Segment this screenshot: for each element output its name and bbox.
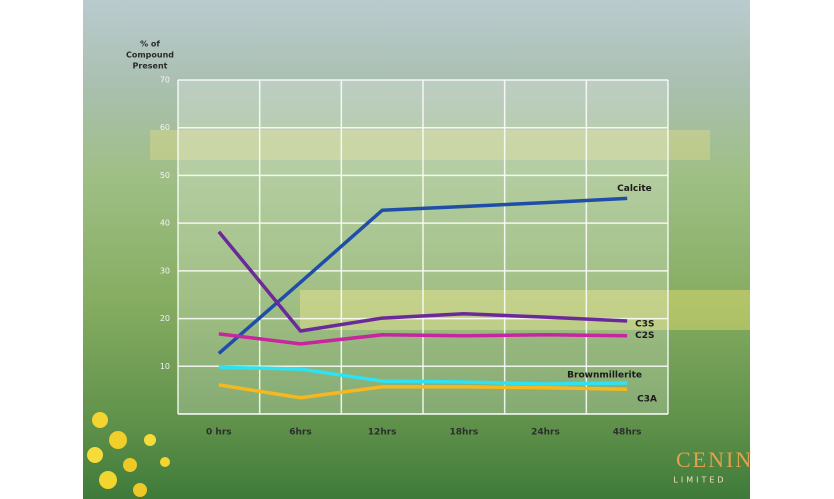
field [150, 130, 710, 160]
x-tick-label: 18hrs [449, 428, 478, 438]
x-tick-label: 24hrs [531, 428, 560, 438]
series-line [218, 365, 628, 386]
logo-name: CENIN [676, 447, 753, 472]
x-tick-label: 6hrs [289, 428, 311, 438]
series-label: C2S [635, 331, 654, 341]
x-tick-label: 48hrs [613, 428, 642, 438]
field [300, 290, 750, 330]
x-tick-label: 0 hrs [206, 428, 232, 438]
y-tick-label: 60 [160, 123, 170, 132]
background [83, 0, 750, 499]
x-tick-label: 12hrs [368, 428, 397, 438]
y-axis-title: Present [133, 62, 168, 71]
flowers [87, 412, 170, 497]
y-tick-label: 10 [160, 362, 170, 371]
series-label: Calcite [617, 184, 652, 194]
y-tick-label: 40 [160, 219, 170, 228]
series-line [218, 332, 628, 346]
logo-sub: LIMITED [673, 476, 726, 485]
series-line [218, 383, 628, 400]
series-label: C3A [637, 395, 657, 405]
y-tick-label: 30 [160, 266, 170, 275]
y-tick-label: 70 [160, 76, 170, 85]
y-axis-title: % of [140, 40, 160, 49]
series-line [217, 230, 628, 333]
y-axis-title: Compound [126, 51, 174, 60]
series-label: C3S [635, 319, 654, 329]
series-line [217, 196, 628, 355]
y-tick-label: 20 [160, 314, 170, 323]
y-tick-label: 50 [160, 171, 170, 180]
series-label: Brownmillerite [567, 370, 642, 380]
